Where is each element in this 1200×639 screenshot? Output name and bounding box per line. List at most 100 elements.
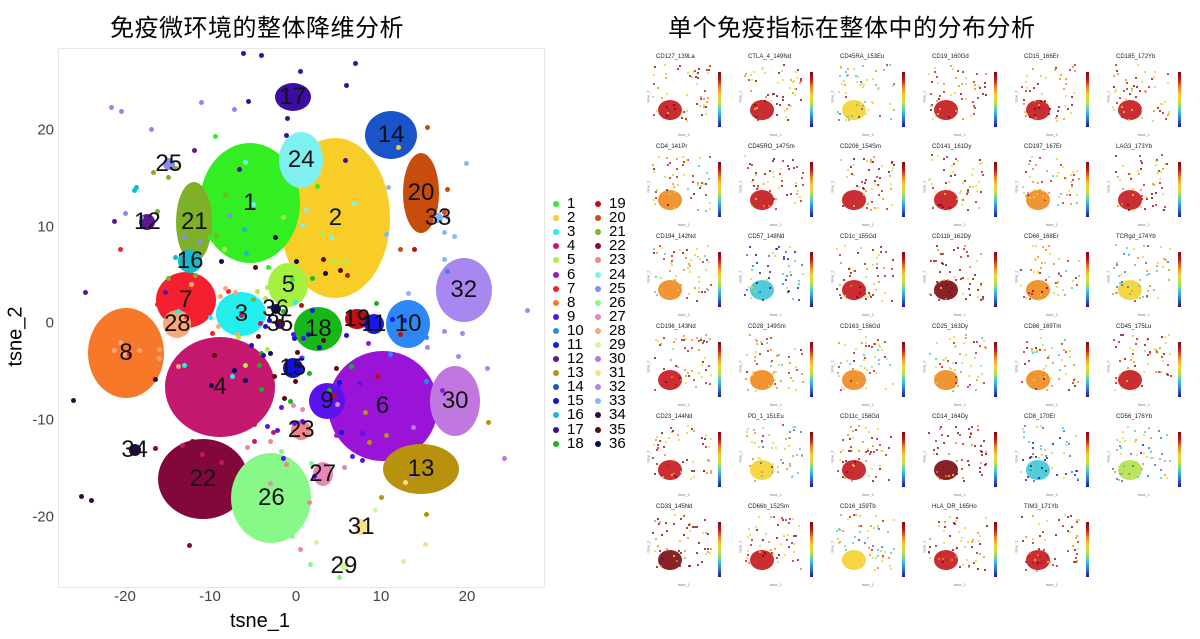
scatter-point xyxy=(268,350,274,356)
legend-swatch-icon xyxy=(595,356,601,363)
marker-scatter xyxy=(836,64,898,130)
scatter-point xyxy=(258,53,264,59)
scatter-point xyxy=(384,232,390,238)
marker-plot: CD23_144Nd tsne_1 tsne_2 xyxy=(640,412,732,502)
scatter-point xyxy=(294,349,300,355)
scatter-point xyxy=(409,472,415,478)
legend-label: 19 xyxy=(609,195,626,213)
scatter-point xyxy=(339,430,345,436)
marker-plot-title: CD86_169Tm xyxy=(1024,324,1062,330)
scatter-point xyxy=(280,214,286,220)
legend-item: 30 xyxy=(590,351,632,366)
colorbar xyxy=(810,72,813,127)
scatter-point xyxy=(70,398,76,404)
scatter-point xyxy=(209,331,215,337)
scatter-point xyxy=(285,210,291,216)
mini-x-axis-label: tsne_1 xyxy=(1138,222,1151,227)
marker-plot: HLA_DR_165Ho tsne_1 tsne_2 xyxy=(916,502,1008,592)
mini-y-axis-label: tsne_2 xyxy=(1013,180,1019,193)
scatter-point xyxy=(365,340,371,346)
legend-swatch-icon xyxy=(595,285,601,292)
colorbar xyxy=(902,522,905,577)
legend-item: 24 xyxy=(590,267,632,282)
scatter-point xyxy=(428,458,434,464)
marker-plot: CD45_175Lu tsne_1 tsne_2 xyxy=(1100,322,1192,412)
scatter-point xyxy=(283,461,289,467)
mini-y-axis-label: tsne_2 xyxy=(737,540,743,553)
scatter-point xyxy=(257,362,263,368)
mini-y-axis-label: tsne_2 xyxy=(921,450,927,463)
scatter-point xyxy=(308,461,314,467)
mini-y-axis-label: tsne_2 xyxy=(1013,540,1019,553)
mini-y-axis-label: tsne_2 xyxy=(829,360,835,373)
marker-plot: CD11c_158Gd tsne_1 tsne_2 xyxy=(824,412,916,502)
scatter-point xyxy=(403,480,409,486)
scatter-point xyxy=(123,210,129,216)
scatter-point xyxy=(225,225,231,231)
scatter-point xyxy=(243,377,249,383)
scatter-point xyxy=(338,268,344,274)
scatter-point xyxy=(297,69,303,75)
colorbar xyxy=(902,162,905,217)
scatter-point xyxy=(334,401,340,407)
marker-plot-title: CD8_170Er xyxy=(1024,414,1056,420)
scatter-point xyxy=(424,379,430,385)
marker-scatter xyxy=(928,334,990,400)
scatter-point xyxy=(294,258,300,264)
scatter-point xyxy=(300,407,306,413)
scatter-point xyxy=(223,285,229,291)
colorbar xyxy=(902,342,905,397)
y-tick: -10 xyxy=(32,411,54,429)
legend-swatch-icon xyxy=(553,257,559,264)
marker-plot-title: CD11b_162Dy xyxy=(932,234,971,240)
mini-x-axis-label: tsne_1 xyxy=(678,222,691,227)
marker-plot-title: CD33_145Nd xyxy=(656,504,693,510)
scatter-point xyxy=(192,147,198,153)
mini-y-axis-label: tsne_2 xyxy=(737,270,743,283)
mini-x-axis-label: tsne_1 xyxy=(678,582,691,587)
scatter-point xyxy=(230,373,236,379)
colorbar xyxy=(1086,342,1089,397)
mini-x-axis-label: tsne_1 xyxy=(1046,402,1059,407)
mini-y-axis-label: tsne_2 xyxy=(645,360,651,373)
mini-x-axis-label: tsne_1 xyxy=(678,312,691,317)
legend-label: 18 xyxy=(567,434,584,452)
scatter-point xyxy=(311,473,317,479)
colorbar xyxy=(902,72,905,127)
marker-plot-title: CTLA_4_149Nd xyxy=(748,54,792,60)
marker-plot-title: CD194_142Nd xyxy=(656,234,696,240)
legend-swatch-icon xyxy=(595,243,601,250)
legend-swatch-icon xyxy=(553,426,559,433)
scatter-point xyxy=(184,313,190,319)
scatter-point xyxy=(215,323,221,329)
colorbar xyxy=(994,252,997,307)
marker-plot: CD1c_155Gd tsne_1 tsne_2 xyxy=(824,232,916,322)
cluster-24-points xyxy=(279,131,324,188)
legend-item: 25 xyxy=(590,281,632,296)
scatter-point xyxy=(281,395,287,401)
legend-label: 17 xyxy=(567,420,584,438)
scatter-point xyxy=(340,251,346,257)
marker-plot-title: CD66b_152Sm xyxy=(748,504,790,510)
scatter-point xyxy=(397,331,403,337)
marker-scatter xyxy=(1020,154,1082,220)
scatter-point xyxy=(118,339,124,345)
legend-item: 17 xyxy=(548,420,590,438)
scatter-point xyxy=(212,134,218,140)
legend-label: 36 xyxy=(609,434,626,452)
marker-scatter xyxy=(1112,244,1174,310)
scatter-point xyxy=(301,335,307,341)
marker-plot-title: CD1c_155Gd xyxy=(840,234,877,240)
scatter-point xyxy=(231,106,237,112)
mini-y-axis-label: tsne_2 xyxy=(921,270,927,283)
legend-item: 2 xyxy=(548,210,590,225)
mini-y-axis-label: tsne_2 xyxy=(1105,90,1111,103)
marker-scatter xyxy=(836,244,898,310)
legend-label: 20 xyxy=(609,209,626,227)
x-axis-label: tsne_1 xyxy=(230,610,291,632)
scatter-point xyxy=(112,348,118,354)
marker-plot: CD194_142Nd tsne_1 tsne_2 xyxy=(640,232,732,322)
scatter-point xyxy=(319,231,325,236)
scatter-point xyxy=(405,291,411,297)
legend-label: 11 xyxy=(567,335,583,353)
